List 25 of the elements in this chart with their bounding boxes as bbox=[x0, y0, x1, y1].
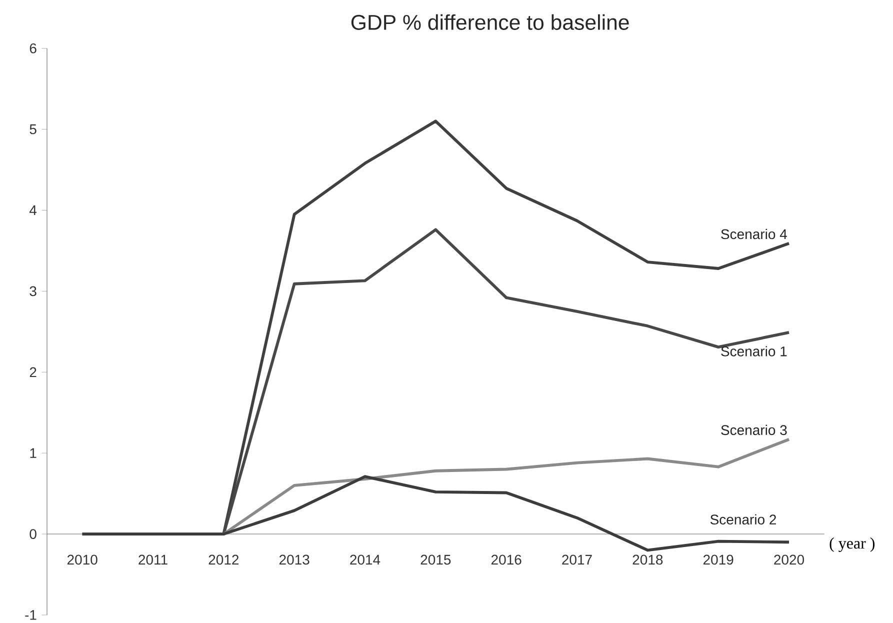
y-tick-label: 2 bbox=[30, 367, 36, 378]
x-tick-label: 2013 bbox=[279, 554, 310, 565]
series-label: Scenario 3 bbox=[721, 424, 787, 436]
y-tick-label: 1 bbox=[30, 448, 36, 458]
x-axis-title: ( year ) bbox=[830, 537, 875, 552]
x-tick-label: 2020 bbox=[774, 554, 804, 565]
chart-title: GDP % difference to baseline bbox=[351, 14, 629, 30]
x-tick-label: 2018 bbox=[632, 554, 663, 565]
series-label: Scenario 4 bbox=[721, 228, 787, 240]
y-tick-label: 5 bbox=[30, 124, 36, 134]
x-tick-label: 2019 bbox=[703, 554, 734, 565]
y-tick-label: -1 bbox=[25, 610, 36, 620]
series-label: Scenario 1 bbox=[721, 346, 787, 356]
x-tick-label: 2010 bbox=[67, 554, 98, 565]
y-tick-label: 3 bbox=[30, 286, 36, 296]
x-tick-label: 2015 bbox=[420, 554, 451, 565]
y-tick-label: 6 bbox=[30, 43, 36, 54]
x-tick-label: 2012 bbox=[208, 554, 239, 565]
x-tick-label: 2017 bbox=[562, 554, 592, 565]
y-tick-label: 4 bbox=[29, 205, 37, 216]
x-tick-label: 2014 bbox=[350, 554, 380, 565]
x-tick-label: 2016 bbox=[491, 554, 522, 565]
series-label: Scenario 2 bbox=[710, 514, 776, 525]
y-tick-label: 0 bbox=[30, 529, 36, 539]
x-tick-label: 2011 bbox=[138, 554, 168, 565]
